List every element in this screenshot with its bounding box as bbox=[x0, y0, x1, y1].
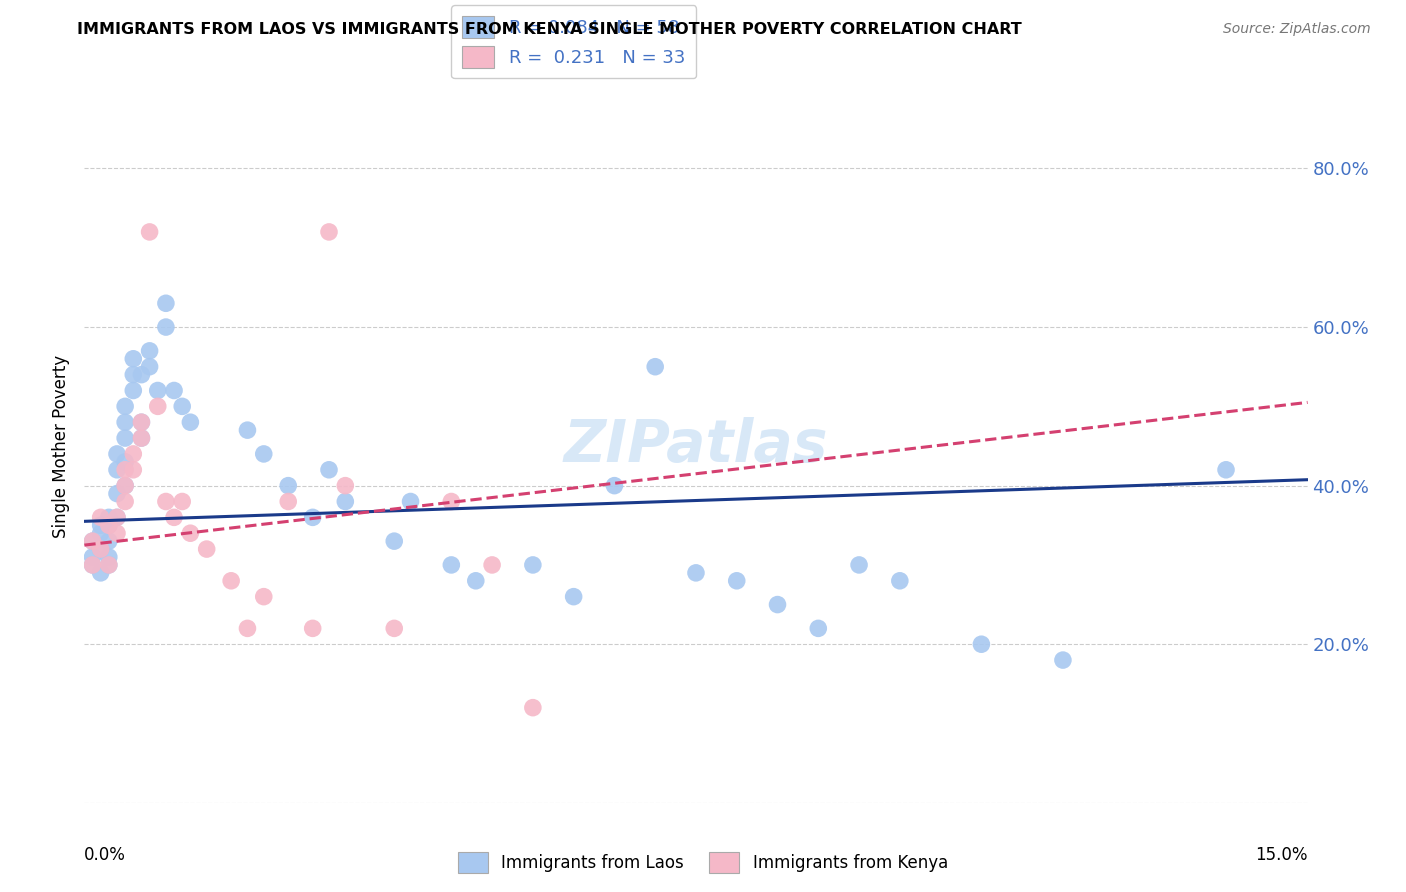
Text: IMMIGRANTS FROM LAOS VS IMMIGRANTS FROM KENYA SINGLE MOTHER POVERTY CORRELATION : IMMIGRANTS FROM LAOS VS IMMIGRANTS FROM … bbox=[77, 22, 1022, 37]
Point bbox=[90, 566, 112, 580]
Point bbox=[131, 431, 153, 445]
Point bbox=[146, 384, 169, 398]
Point bbox=[105, 510, 128, 524]
Point bbox=[114, 431, 136, 445]
Point bbox=[82, 558, 104, 572]
Point bbox=[179, 526, 201, 541]
Point bbox=[562, 590, 585, 604]
Point bbox=[82, 534, 104, 549]
Point bbox=[105, 526, 128, 541]
Point bbox=[195, 542, 218, 557]
Point bbox=[97, 518, 120, 533]
Point bbox=[82, 534, 104, 549]
Point bbox=[603, 478, 626, 492]
Point bbox=[440, 494, 463, 508]
Point bbox=[82, 549, 104, 564]
Point bbox=[335, 478, 357, 492]
Point bbox=[522, 700, 544, 714]
Point bbox=[122, 368, 145, 382]
Point bbox=[155, 320, 177, 334]
Point bbox=[122, 463, 145, 477]
Point bbox=[301, 510, 323, 524]
Point bbox=[114, 455, 136, 469]
Point bbox=[685, 566, 707, 580]
Point bbox=[105, 486, 128, 500]
Point bbox=[277, 478, 299, 492]
Point bbox=[848, 558, 870, 572]
Point bbox=[766, 598, 789, 612]
Point bbox=[807, 621, 830, 635]
Point bbox=[382, 621, 405, 635]
Point bbox=[114, 478, 136, 492]
Point bbox=[90, 518, 112, 533]
Point bbox=[122, 384, 145, 398]
Point bbox=[253, 447, 276, 461]
Point bbox=[97, 518, 120, 533]
Point bbox=[90, 510, 112, 524]
Point bbox=[114, 478, 136, 492]
Point bbox=[236, 621, 259, 635]
Point bbox=[90, 526, 112, 541]
Point bbox=[318, 463, 340, 477]
Point bbox=[301, 621, 323, 635]
Point bbox=[172, 400, 194, 414]
Point bbox=[970, 637, 993, 651]
Point bbox=[105, 447, 128, 461]
Point bbox=[1052, 653, 1074, 667]
Point bbox=[179, 415, 201, 429]
Legend: Immigrants from Laos, Immigrants from Kenya: Immigrants from Laos, Immigrants from Ke… bbox=[451, 846, 955, 880]
Point bbox=[114, 463, 136, 477]
Point bbox=[114, 494, 136, 508]
Point bbox=[155, 494, 177, 508]
Text: ZIPatlas: ZIPatlas bbox=[564, 417, 828, 475]
Point bbox=[440, 558, 463, 572]
Point bbox=[236, 423, 259, 437]
Point bbox=[97, 534, 120, 549]
Point bbox=[97, 558, 120, 572]
Point bbox=[90, 542, 112, 557]
Point bbox=[163, 384, 186, 398]
Text: 15.0%: 15.0% bbox=[1256, 846, 1308, 863]
Point bbox=[335, 494, 357, 508]
Point bbox=[253, 590, 276, 604]
Point bbox=[90, 542, 112, 557]
Point bbox=[138, 225, 160, 239]
Point bbox=[114, 415, 136, 429]
Text: Source: ZipAtlas.com: Source: ZipAtlas.com bbox=[1223, 22, 1371, 37]
Point bbox=[318, 225, 340, 239]
Point bbox=[172, 494, 194, 508]
Point bbox=[114, 400, 136, 414]
Point bbox=[522, 558, 544, 572]
Point bbox=[131, 415, 153, 429]
Point bbox=[382, 534, 405, 549]
Point bbox=[219, 574, 242, 588]
Point bbox=[155, 296, 177, 310]
Point bbox=[146, 400, 169, 414]
Point bbox=[131, 431, 153, 445]
Point bbox=[131, 415, 153, 429]
Point bbox=[481, 558, 503, 572]
Point bbox=[644, 359, 666, 374]
Point bbox=[105, 510, 128, 524]
Point bbox=[131, 368, 153, 382]
Point bbox=[163, 510, 186, 524]
Point bbox=[138, 343, 160, 358]
Point bbox=[97, 510, 120, 524]
Point bbox=[277, 494, 299, 508]
Legend: R = 0.084   N = 58, R =  0.231   N = 33: R = 0.084 N = 58, R = 0.231 N = 33 bbox=[451, 5, 696, 78]
Point bbox=[464, 574, 486, 588]
Point bbox=[97, 558, 120, 572]
Text: 0.0%: 0.0% bbox=[84, 846, 127, 863]
Point bbox=[399, 494, 422, 508]
Point bbox=[105, 463, 128, 477]
Y-axis label: Single Mother Poverty: Single Mother Poverty bbox=[52, 354, 70, 538]
Point bbox=[97, 549, 120, 564]
Point bbox=[122, 447, 145, 461]
Point bbox=[82, 558, 104, 572]
Point bbox=[138, 359, 160, 374]
Point bbox=[725, 574, 748, 588]
Point bbox=[1215, 463, 1237, 477]
Point bbox=[122, 351, 145, 366]
Point bbox=[889, 574, 911, 588]
